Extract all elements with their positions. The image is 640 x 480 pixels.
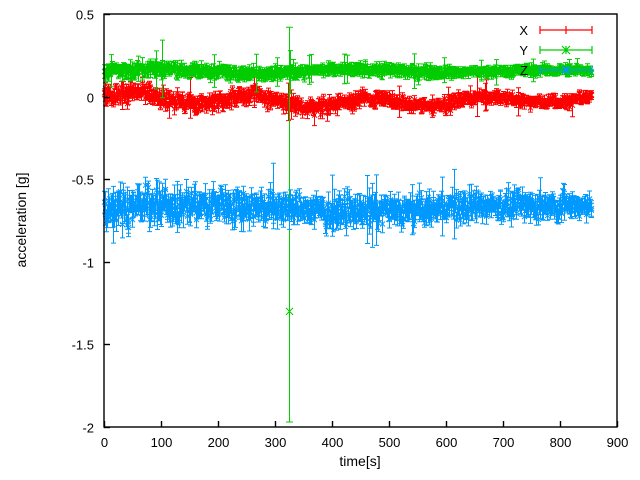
x-tick-label: 100 xyxy=(151,435,173,450)
y-tick-label: -1 xyxy=(82,256,94,271)
x-tick-label: 900 xyxy=(607,435,629,450)
y-axis-tick-labels: 0.5 0 -0.5 -1 -1.5 -2 xyxy=(72,8,94,436)
legend: XYZ xyxy=(519,23,593,78)
y-axis-title: acceleration [g] xyxy=(13,173,29,268)
y-tick-label: 0 xyxy=(87,91,94,106)
legend-label-x: X xyxy=(519,23,528,38)
x-axis-title: time[s] xyxy=(339,453,380,469)
x-axis-ticks xyxy=(103,421,619,427)
x-axis-tick-labels: 0 100 200 300 400 500 600 700 800 900 xyxy=(101,435,628,450)
x-tick-label: 400 xyxy=(322,435,344,450)
x-tick-label: 500 xyxy=(379,435,401,450)
legend-label-z: Z xyxy=(520,63,528,78)
x-tick-label: 200 xyxy=(208,435,230,450)
y-tick-label: 0.5 xyxy=(76,8,94,23)
legend-sample-z xyxy=(539,65,593,75)
x-tick-label: 300 xyxy=(265,435,287,450)
legend-sample-y xyxy=(539,45,593,55)
y-tick-label: -2 xyxy=(82,421,94,436)
x-tick-label: 0 xyxy=(101,435,108,450)
legend-label-y: Y xyxy=(519,43,528,58)
plot-border xyxy=(103,13,618,428)
y-axis-ticks xyxy=(104,13,110,429)
x-tick-label: 700 xyxy=(493,435,515,450)
x-tick-label: 600 xyxy=(436,435,458,450)
x-tick-label: 800 xyxy=(550,435,572,450)
y-tick-label: -0.5 xyxy=(72,173,94,188)
legend-sample-x xyxy=(539,26,593,34)
y-tick-label: -1.5 xyxy=(72,338,94,353)
